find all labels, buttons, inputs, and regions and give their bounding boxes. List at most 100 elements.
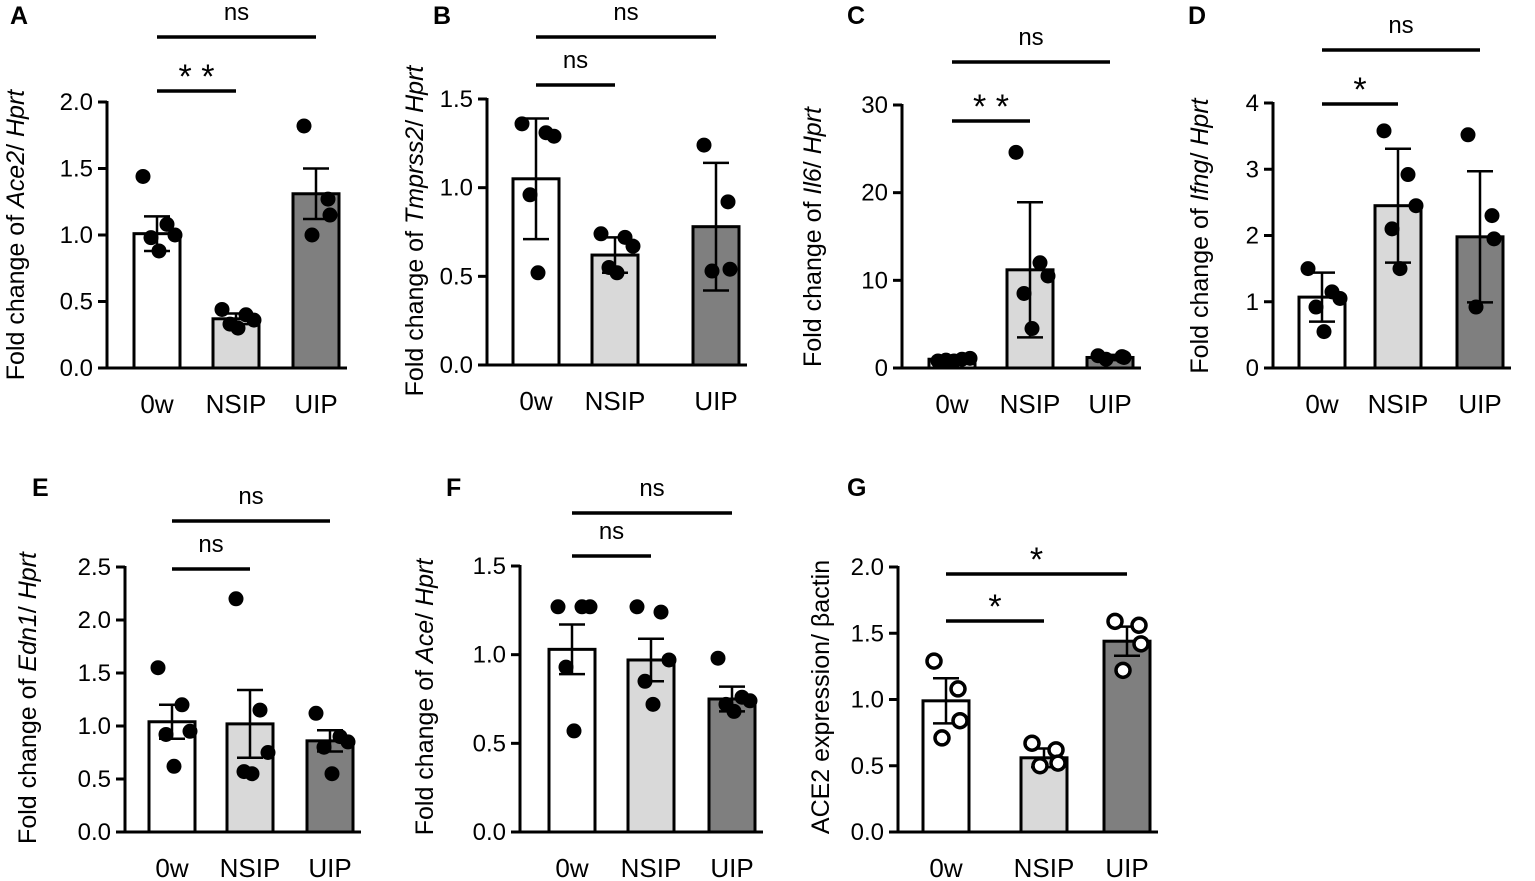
panel-c: C 0 10 20 30 Fold change of Il6/ Hprt 0w NSIP UI… (799, 2, 1141, 419)
data-point (710, 650, 726, 666)
significance-label: ns (198, 531, 223, 558)
y-tick-label: 1.0 (78, 713, 111, 740)
y-tick-label: 1.5 (440, 86, 473, 113)
data-point (1098, 351, 1114, 367)
y-tick-label: 10 (861, 267, 888, 294)
data-point (514, 116, 530, 132)
data-point (1384, 221, 1400, 237)
data-point (1016, 285, 1032, 301)
y-tick-label: 1.0 (60, 222, 93, 249)
y-axis-label: Fold change of Ace/ Hprt (411, 558, 439, 836)
data-point (1024, 321, 1040, 337)
significance-label: ns (563, 47, 588, 74)
data-point (609, 265, 625, 281)
data-point (530, 265, 546, 281)
data-point (661, 652, 677, 668)
y-tick-label: 1.0 (851, 687, 884, 714)
data-point (946, 353, 962, 369)
y-tick-label: 1.5 (473, 553, 506, 580)
data-point (167, 227, 183, 243)
data-point (316, 739, 332, 755)
data-point (322, 207, 338, 223)
data-point (1132, 635, 1150, 653)
y-tick-label: 1.0 (440, 175, 473, 202)
x-category-label: UIP (294, 389, 337, 419)
y-tick-label: 0.5 (473, 730, 506, 757)
data-point (143, 230, 159, 246)
data-point (629, 599, 645, 615)
data-point (949, 680, 967, 698)
data-point (1031, 757, 1049, 775)
data-point (1316, 324, 1332, 340)
data-point (159, 216, 175, 232)
bar-0w (547, 647, 597, 834)
significance-label: * (1353, 71, 1366, 109)
y-axis-label: Fold change of Il6/ Hprt (799, 106, 827, 367)
data-point (308, 705, 324, 721)
data-point (1130, 616, 1148, 635)
bar-uip (305, 739, 355, 834)
x-category-label: NSIP (585, 386, 646, 416)
data-point (150, 660, 166, 676)
panel-label: B (433, 2, 451, 30)
x-category-label: 0w (519, 386, 552, 416)
data-point (1376, 123, 1392, 139)
significance-label: * * (179, 58, 215, 96)
x-category-label: NSIP (1368, 389, 1429, 419)
data-point (1032, 255, 1048, 271)
significance-label: ns (599, 518, 624, 545)
data-point (1400, 167, 1416, 183)
data-point (1392, 261, 1408, 277)
panel-f: F 0.0 0.5 1.0 1.5 Fold change of Ace/ Hprt 0w N… (411, 474, 763, 881)
data-point (296, 118, 312, 134)
data-point (720, 194, 736, 210)
data-point (1023, 734, 1041, 752)
significance-label: ns (238, 483, 263, 510)
data-point (582, 599, 598, 615)
x-category-label: NSIP (621, 853, 682, 881)
data-point (1460, 127, 1476, 143)
data-point (566, 723, 582, 739)
significance-label: * * (973, 88, 1009, 126)
data-point (151, 243, 167, 259)
y-tick-label: 2.5 (78, 554, 111, 581)
data-point (593, 226, 609, 242)
x-category-label: 0w (555, 853, 588, 881)
y-tick-label: 0.0 (60, 355, 93, 382)
y-tick-label: 1.5 (60, 156, 93, 183)
y-tick-label: 1.5 (851, 620, 884, 647)
y-tick-label: 2.0 (851, 554, 884, 581)
data-point (260, 745, 276, 760)
data-point (304, 227, 320, 243)
significance-label: ns (224, 0, 249, 26)
x-category-label: 0w (140, 389, 173, 419)
x-category-label: NSIP (206, 389, 267, 419)
data-point (1408, 198, 1424, 214)
x-category-label: UIP (1458, 389, 1501, 419)
x-category-label: UIP (710, 853, 753, 881)
y-tick-label: 1 (1246, 289, 1259, 316)
panel-a: A 0.0 0.5 1.0 1.5 2.0 Fold change of Ace2/ Hpr… (2, 0, 347, 419)
y-tick-label: 0.5 (440, 263, 473, 290)
data-point (246, 312, 262, 328)
y-tick-label: 0.0 (851, 819, 884, 846)
significance-label: ns (1018, 24, 1043, 51)
y-tick-label: 0.0 (78, 819, 111, 846)
panel-label: C (847, 2, 865, 30)
y-tick-label: 0 (1246, 355, 1259, 382)
y-tick-label: 30 (861, 92, 888, 119)
panel-label: D (1188, 2, 1206, 30)
significance-label: ns (1388, 12, 1413, 39)
data-point (925, 652, 943, 670)
data-point (320, 191, 336, 207)
y-tick-label: 4 (1246, 90, 1259, 117)
panel-g: G 0.0 0.5 1.0 1.5 2.0 ACE2 expression/ βactin 0… (807, 474, 1158, 881)
y-tick-label: 1.0 (473, 642, 506, 669)
panel-label: F (446, 474, 461, 502)
data-point (637, 673, 653, 689)
data-point (696, 137, 712, 153)
data-point (951, 711, 969, 730)
data-point (158, 726, 174, 742)
data-point (1308, 299, 1324, 315)
